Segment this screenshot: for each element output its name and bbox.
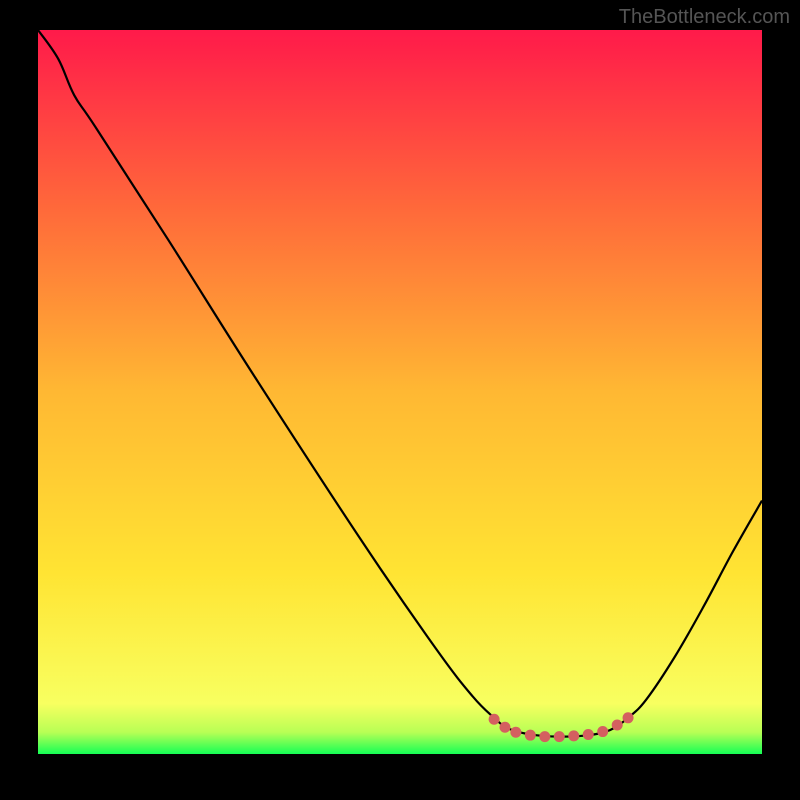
marker-group (489, 712, 634, 742)
watermark-text: TheBottleneck.com (619, 6, 790, 29)
curve-marker (583, 729, 594, 740)
curve-marker (597, 726, 608, 737)
curve-marker (510, 727, 521, 738)
curve-marker (525, 730, 536, 741)
curve-marker (568, 730, 579, 741)
chart-plot-area (38, 30, 762, 754)
curve-marker (499, 722, 510, 733)
curve-marker (539, 731, 550, 742)
curve-marker (612, 720, 623, 731)
curve-marker (489, 714, 500, 725)
curve-marker (623, 712, 634, 723)
chart-svg (38, 30, 762, 754)
bottleneck-curve (38, 30, 762, 737)
curve-marker (554, 731, 565, 742)
